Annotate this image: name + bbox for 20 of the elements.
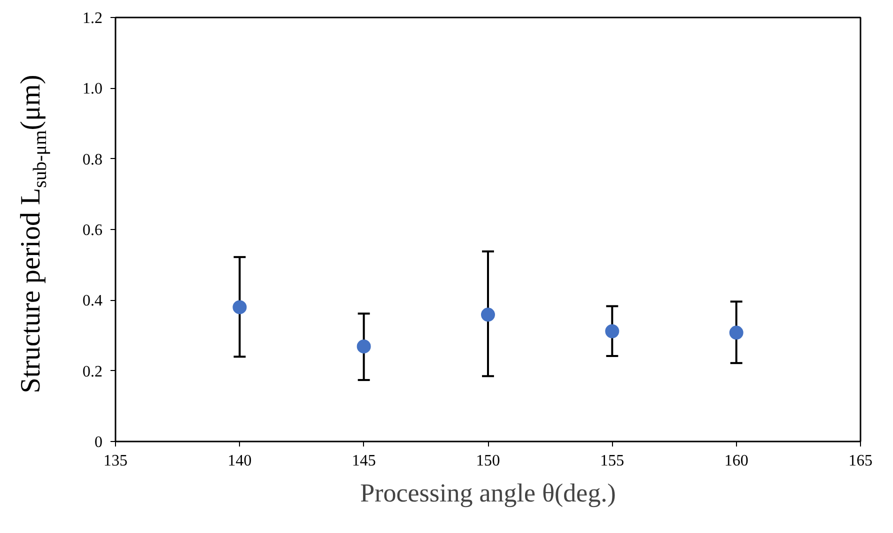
x-tick-label: 160 — [724, 452, 748, 470]
point — [232, 300, 247, 314]
x-tick-label: 140 — [228, 452, 252, 470]
x-tick-label: 135 — [104, 452, 128, 470]
x-tick-label: 155 — [600, 452, 624, 470]
y-tick-label: 0.8 — [82, 151, 102, 168]
x-tick-label: 145 — [352, 452, 376, 470]
y-tick-label: 0.2 — [82, 363, 102, 380]
y-tick-label: 0 — [94, 434, 102, 451]
point — [729, 326, 744, 340]
x-axis-title: Processing angle θ(deg.) — [360, 478, 616, 508]
y-tick-label: 1.2 — [82, 10, 102, 27]
y-tick-label: 1.0 — [82, 80, 102, 98]
x-tick-label: 150 — [476, 452, 500, 470]
point — [356, 339, 371, 354]
y-tick-label: 0.6 — [82, 222, 102, 239]
y-tick-label: 0.4 — [82, 292, 102, 310]
x-tick-label: 165 — [848, 452, 872, 470]
point — [605, 324, 620, 338]
point — [481, 308, 495, 322]
